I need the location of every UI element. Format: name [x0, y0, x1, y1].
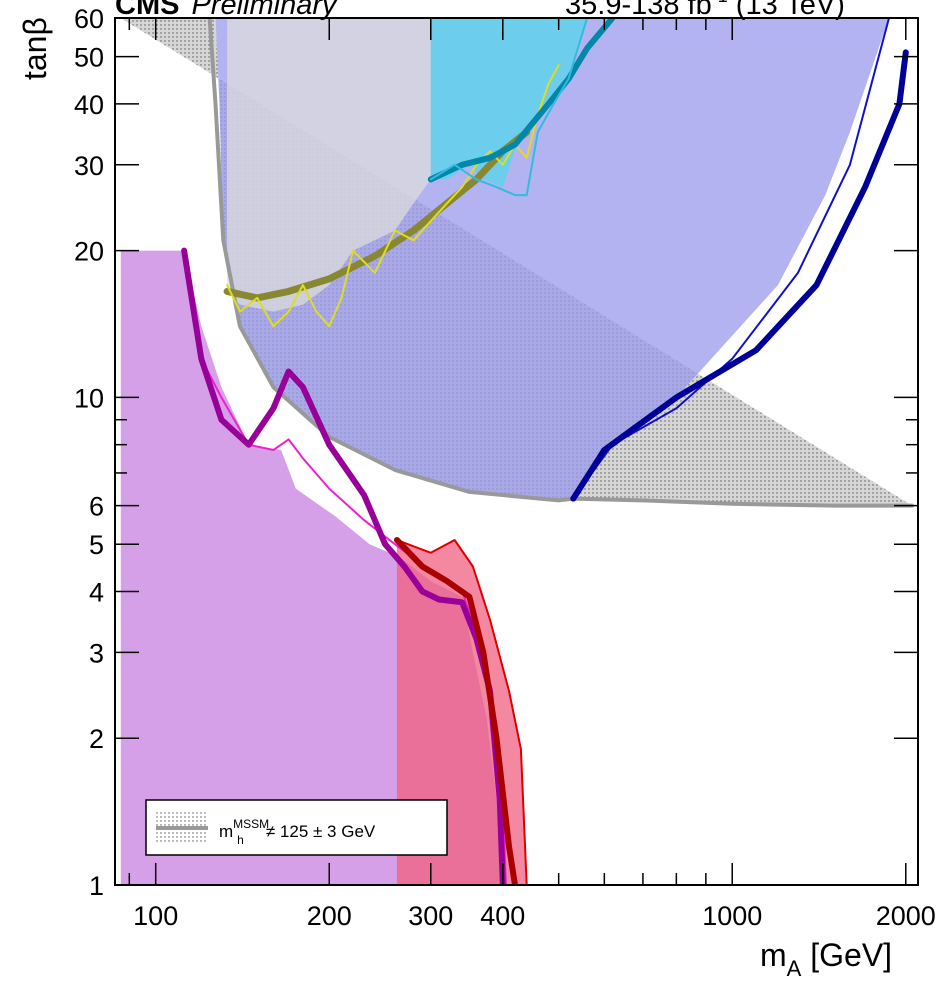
y-tick-label: 20: [74, 237, 104, 267]
axis-ticks: [115, 17, 918, 886]
exclusion-regions: [120, 18, 913, 885]
x-tick-label: 400: [480, 901, 525, 931]
y-tick-label: 4: [89, 577, 104, 607]
legend-sup: MSSM: [233, 817, 269, 831]
x-tick-label: 100: [133, 901, 178, 931]
y-tick-label: 40: [74, 90, 104, 120]
y-tick-label: 60: [74, 4, 104, 34]
line-olive_exp: [223, 128, 531, 302]
x-axis-unit: [GeV]: [801, 937, 892, 973]
x-tick-label: 200: [307, 901, 352, 931]
x-tick-labels: 100 200 300 400 1000 2000: [133, 901, 936, 931]
y-tick-label: 3: [89, 638, 104, 668]
x-tick-label: 2000: [876, 901, 936, 931]
region-cyan: [430, 18, 588, 188]
x-axis-title: mA [GeV]: [760, 937, 892, 981]
lumi-unit-sup: -1: [712, 0, 728, 6]
legend-sub: h: [237, 833, 244, 847]
status-label: Preliminary: [191, 0, 338, 21]
line-mh_line: [207, 18, 914, 508]
y-tick-label: 2: [89, 724, 104, 754]
line-cyan_obs: [429, 18, 589, 197]
plot-frame: [114, 17, 919, 886]
x-axis-subscript: A: [787, 956, 802, 981]
line-darkred_exp: [393, 537, 518, 885]
x-axis-symbol: m: [760, 937, 787, 973]
contour-lines: [181, 18, 914, 885]
y-axis-title: tanβ: [17, 17, 53, 80]
legend: mMSSM h ≠ 125 ± 3 GeV: [145, 799, 448, 856]
y-tick-label: 30: [74, 151, 104, 181]
legend-symbol: m: [219, 822, 233, 841]
x-tick-label: 1000: [702, 901, 762, 931]
y-tick-label: 1: [89, 871, 104, 901]
lumi-value: 35.9-138 fb: [565, 0, 712, 21]
region-grey_upper: [227, 18, 431, 312]
y-tick-label: 10: [74, 383, 104, 413]
line-cyan_exp: [427, 18, 616, 183]
experiment-label: CMS Preliminary: [115, 0, 338, 21]
energy-label: (13 TeV): [728, 0, 845, 21]
legend-rest: ≠ 125 ± 3 GeV: [266, 822, 376, 841]
legend-label: mMSSM h ≠ 125 ± 3 GeV: [219, 817, 376, 847]
line-blue_obs: [570, 49, 909, 502]
line-red_obs: [395, 539, 528, 885]
x-tick-label: 300: [408, 901, 453, 931]
y-tick-labels: 1 2 3 4 5 6 10 20 30 40 50 60: [74, 4, 104, 901]
experiment-name: CMS: [115, 0, 179, 21]
y-tick-label: 50: [74, 43, 104, 73]
lumi-label: 35.9-138 fb-1 (13 TeV): [565, 0, 845, 21]
region-red: [396, 540, 527, 885]
y-tick-label: 6: [89, 492, 104, 522]
y-tick-label: 5: [89, 530, 104, 560]
line-purple_obs: [181, 247, 506, 885]
